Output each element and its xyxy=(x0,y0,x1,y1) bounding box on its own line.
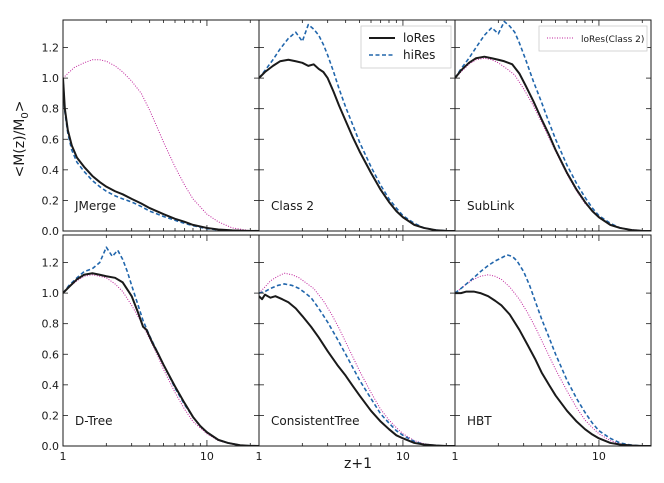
x-tick-label: 10 xyxy=(396,450,410,463)
y-axis-title-sub: 0 xyxy=(20,112,31,118)
x-tick-label: 1 xyxy=(60,450,67,463)
y-tick-label: 0.4 xyxy=(42,164,60,177)
panel-jmerge: JMerge 0.2 0.4 0.6 0.8 1.0 1.2 xyxy=(42,19,260,232)
panel-label: ConsistentTree xyxy=(271,414,360,428)
y-tick-label: 0.2 xyxy=(42,194,60,207)
panel-frame xyxy=(454,234,652,447)
panel-background xyxy=(455,20,651,231)
panel-background xyxy=(455,235,651,446)
panel-series-group xyxy=(455,20,651,231)
series-line-loRes xyxy=(63,272,259,446)
y-tick-label: 1.2 xyxy=(42,257,60,270)
y-tick-label: 0.0 xyxy=(42,440,60,453)
y-tick-label: 1.0 xyxy=(42,287,60,300)
y-tick-label: 0.8 xyxy=(42,103,60,116)
y-tick-label: 1.2 xyxy=(42,42,60,55)
legend-panel-2: loRes(Class 2) xyxy=(538,25,648,52)
panel-label: SubLink xyxy=(467,199,514,213)
y-tick-label: 1.0 xyxy=(42,72,60,85)
series-line-loRes xyxy=(259,58,455,231)
panel-series-group xyxy=(259,23,455,231)
y-axis-title-main: <M(z)/M xyxy=(12,119,28,178)
legend-label-loRes: loRes xyxy=(403,31,435,45)
x-tick-label: 1 xyxy=(256,450,263,463)
y-axis-title-end: > xyxy=(12,101,28,113)
panel-hbt: HBT 1 10 xyxy=(452,234,652,463)
panel-grid: JMerge 0.2 0.4 0.6 0.8 1.0 1.2 Class 2 SubLink D-… xyxy=(42,19,652,463)
y-tick-label: 0.2 xyxy=(42,409,60,422)
legend-label-class2: loRes(Class 2) xyxy=(581,35,644,45)
series-line-loRes xyxy=(63,78,259,231)
series-line-loRes xyxy=(455,55,651,231)
x-axis-title: z+1 xyxy=(344,456,372,472)
legend-box xyxy=(360,25,452,69)
series-line-class2 xyxy=(455,274,651,446)
y-axis-title: <M(z)/M0> xyxy=(12,101,31,178)
panel-label: Class 2 xyxy=(271,199,314,213)
panel-label: JMerge xyxy=(74,199,116,213)
x-tick-label: 10 xyxy=(592,450,606,463)
series-line-loRes xyxy=(259,293,455,446)
panel-consistenttree: ConsistentTree 1 10 xyxy=(256,234,456,463)
panel-series-group xyxy=(63,246,259,446)
panel-frame xyxy=(454,19,652,232)
panel-label: D-Tree xyxy=(75,414,112,428)
panel-background xyxy=(63,235,259,446)
panel-series-group xyxy=(63,59,259,231)
panel-d-tree: D-Tree 0.0 0.2 0.4 0.6 0.8 1.0 1.2 1 10 xyxy=(42,234,260,463)
panel-series-group xyxy=(455,254,651,446)
panel-sublink: SubLink xyxy=(454,19,652,232)
y-tick-label: 0.4 xyxy=(42,379,60,392)
y-tick-label: 0.8 xyxy=(42,318,60,331)
x-tick-label: 10 xyxy=(200,450,214,463)
y-tick-label: 0.6 xyxy=(42,348,60,361)
panel-series-group xyxy=(259,272,455,446)
panel-background xyxy=(259,235,455,446)
series-line-hiRes xyxy=(455,254,651,446)
legend-panel-1: loRes hiRes xyxy=(360,25,452,69)
y-tick-label: 0.0 xyxy=(42,225,60,238)
series-line-loRes xyxy=(455,290,651,446)
series-line-class2 xyxy=(259,272,455,446)
series-line-hiRes xyxy=(259,23,455,231)
legend-label-hiRes: hiRes xyxy=(403,48,435,62)
panel-label: HBT xyxy=(467,414,492,428)
y-tick-label: 0.6 xyxy=(42,133,60,146)
series-line-hiRes xyxy=(63,246,259,446)
x-tick-label: 1 xyxy=(452,450,459,463)
series-line-hiRes xyxy=(455,20,651,231)
series-line-class2 xyxy=(63,59,259,231)
series-line-hiRes xyxy=(259,283,455,446)
series-line-hiRes xyxy=(63,78,259,231)
panel-background xyxy=(63,20,259,231)
